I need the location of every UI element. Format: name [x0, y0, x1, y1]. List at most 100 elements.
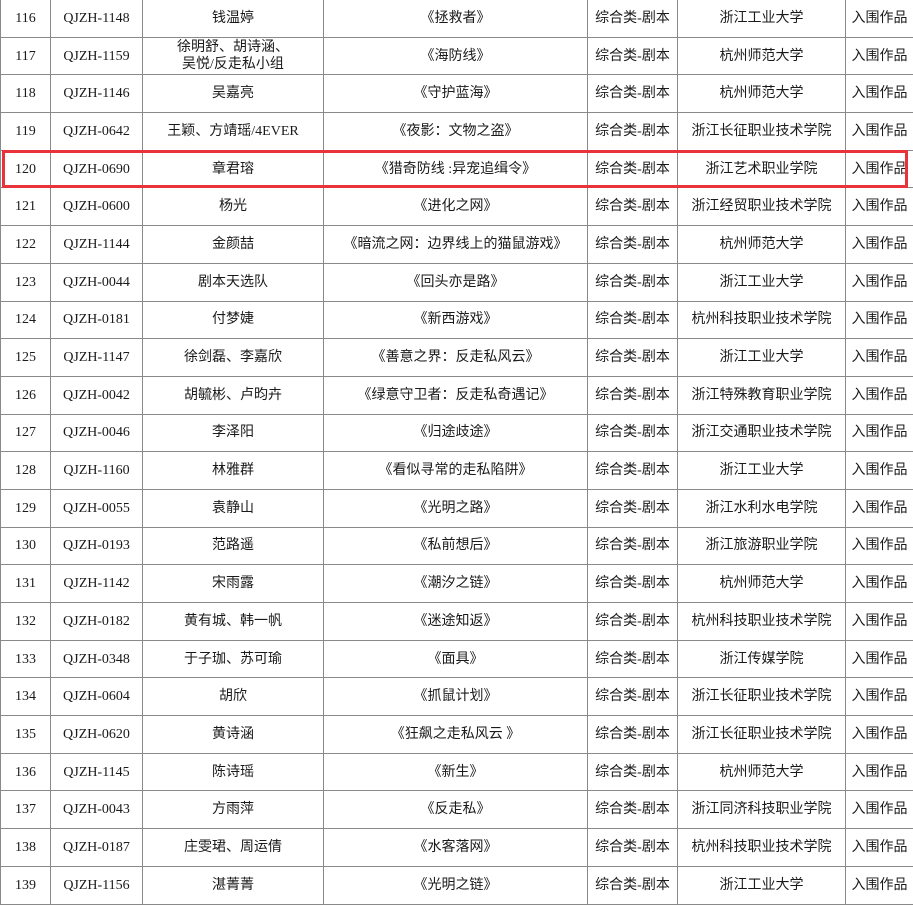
school-cell: 浙江传媒学院 — [677, 639, 846, 679]
entry-code-cell: QJZH-0046 — [50, 413, 143, 453]
category-cell: 综合类-剧本 — [587, 187, 678, 227]
entry-code-cell: QJZH-1160 — [50, 451, 143, 490]
table-row: 138 QJZH-0187 庄雯珺、周运倩 《水客落网》 综合类-剧本 杭州科技职业技术学… — [0, 828, 913, 867]
status: 入围作品 — [851, 48, 908, 64]
work-title: 《海防线》 — [420, 48, 491, 64]
table-row: 126 QJZH-0042 胡毓彬、卢昀卉 《绿意守卫者：反走私奇遇记》 综合类-剧本 浙… — [0, 375, 913, 415]
category-cell: 综合类-剧本 — [587, 149, 678, 189]
category-cell: 综合类-剧本 — [587, 564, 678, 603]
work-title: 《拯救者》 — [420, 10, 491, 26]
row-number: 138 — [15, 839, 36, 855]
author: 金颜喆 — [212, 236, 254, 252]
entry-code: QJZH-0043 — [63, 802, 130, 818]
entry-code: QJZH-0193 — [63, 538, 130, 554]
category-cell: 综合类-剧本 — [587, 0, 678, 38]
author-cell: 于子珈、苏可瑜 — [142, 639, 324, 679]
status-cell: 入围作品 — [845, 0, 913, 38]
entry-code: QJZH-0055 — [63, 500, 130, 516]
entry-code: QJZH-0690 — [63, 161, 130, 177]
school-cell: 杭州师范大学 — [677, 225, 846, 264]
author: 胡欣 — [219, 689, 247, 705]
entry-code-cell: QJZH-0181 — [50, 300, 143, 340]
category-cell: 综合类-剧本 — [587, 752, 678, 792]
work-title: 《猎奇防线 :异宠追缉令》 — [374, 161, 537, 177]
row-number-cell: 124 — [0, 300, 51, 340]
entry-code: QJZH-0348 — [63, 651, 130, 667]
school-cell: 浙江长征职业技术学院 — [677, 715, 846, 754]
school-cell: 杭州科技职业技术学院 — [677, 602, 846, 641]
status: 入围作品 — [851, 463, 908, 479]
author-cell: 徐明舒、胡诗涵、吴悦/反走私小组 — [142, 36, 324, 76]
row-number: 119 — [15, 123, 36, 139]
category-cell: 综合类-剧本 — [587, 488, 678, 528]
author: 付梦婕 — [212, 312, 254, 328]
work-title-cell: 《水客落网》 — [323, 828, 588, 867]
row-number-cell: 127 — [0, 413, 51, 453]
category-cell: 综合类-剧本 — [587, 715, 678, 754]
row-number-cell: 125 — [0, 338, 51, 377]
category: 综合类-剧本 — [595, 387, 670, 403]
category: 综合类-剧本 — [595, 161, 670, 177]
entry-code-cell: QJZH-0348 — [50, 639, 143, 679]
work-title-cell: 《抓鼠计划》 — [323, 677, 588, 717]
entry-code: QJZH-0642 — [63, 123, 130, 139]
author-cell: 剧本天选队 — [142, 262, 324, 302]
work-title: 《狂飙之走私风云 》 — [390, 726, 521, 742]
row-number-cell: 126 — [0, 375, 51, 415]
table-row: 139 QJZH-1156 湛菁菁 《光明之链》 综合类-剧本 浙江工业大学 入围作品 — [0, 865, 913, 905]
status-cell: 入围作品 — [845, 225, 913, 264]
category: 综合类-剧本 — [595, 10, 670, 26]
status: 入围作品 — [851, 839, 908, 855]
school-cell: 浙江工业大学 — [677, 451, 846, 490]
work-title-cell: 《回头亦是路》 — [323, 262, 588, 302]
author-cell: 湛菁菁 — [142, 865, 324, 905]
author-cell: 付梦婕 — [142, 300, 324, 340]
school: 杭州科技职业技术学院 — [691, 613, 832, 629]
work-title-cell: 《归途歧途》 — [323, 413, 588, 453]
status: 入围作品 — [851, 764, 908, 780]
entry-code: QJZH-0181 — [63, 312, 130, 328]
status: 入围作品 — [851, 387, 908, 403]
row-number: 123 — [15, 274, 36, 290]
status-cell: 入围作品 — [845, 262, 913, 302]
status-cell: 入围作品 — [845, 149, 913, 189]
row-number-cell: 132 — [0, 602, 51, 641]
category: 综合类-剧本 — [595, 689, 670, 705]
entry-code: QJZH-0046 — [63, 425, 130, 441]
category: 综合类-剧本 — [595, 651, 670, 667]
category-cell: 综合类-剧本 — [587, 225, 678, 264]
status-cell: 入围作品 — [845, 828, 913, 867]
status: 入围作品 — [851, 274, 908, 290]
entry-code: QJZH-0044 — [63, 274, 130, 290]
category: 综合类-剧本 — [595, 274, 670, 290]
school: 浙江艺术职业学院 — [705, 161, 818, 177]
school: 杭州师范大学 — [719, 48, 804, 64]
status: 入围作品 — [851, 86, 908, 102]
work-title-cell: 《善意之界：反走私风云》 — [323, 338, 588, 377]
work-title-cell: 《光明之路》 — [323, 488, 588, 528]
entry-code: QJZH-1147 — [63, 350, 130, 366]
author-cell: 黄诗涵 — [142, 715, 324, 754]
row-number-cell: 120 — [0, 149, 51, 189]
school-cell: 杭州科技职业技术学院 — [677, 828, 846, 867]
author-cell: 宋雨露 — [142, 564, 324, 603]
school: 浙江同济科技职业学院 — [691, 802, 832, 818]
entry-code: QJZH-0600 — [63, 199, 130, 215]
row-number: 116 — [15, 10, 36, 26]
category-cell: 综合类-剧本 — [587, 526, 678, 566]
table-row: 121 QJZH-0600 杨光 《进化之网》 综合类-剧本 浙江经贸职业技术学院 入围作品 — [0, 187, 913, 227]
school-cell: 浙江旅游职业学院 — [677, 526, 846, 566]
row-number-cell: 118 — [0, 74, 51, 114]
row-number-cell: 135 — [0, 715, 51, 754]
row-number-cell: 136 — [0, 752, 51, 792]
school: 浙江长征职业技术学院 — [691, 689, 832, 705]
status: 入围作品 — [851, 726, 908, 742]
status-cell: 入围作品 — [845, 865, 913, 905]
category: 综合类-剧本 — [595, 86, 670, 102]
author-cell: 袁静山 — [142, 488, 324, 528]
table-row: 117 QJZH-1159 徐明舒、胡诗涵、吴悦/反走私小组 《海防线》 综合类-剧本 杭… — [0, 36, 913, 76]
table-row: 131 QJZH-1142 宋雨露 《潮汐之链》 综合类-剧本 杭州师范大学 入围作品 — [0, 564, 913, 603]
entry-code: QJZH-1160 — [63, 463, 130, 479]
